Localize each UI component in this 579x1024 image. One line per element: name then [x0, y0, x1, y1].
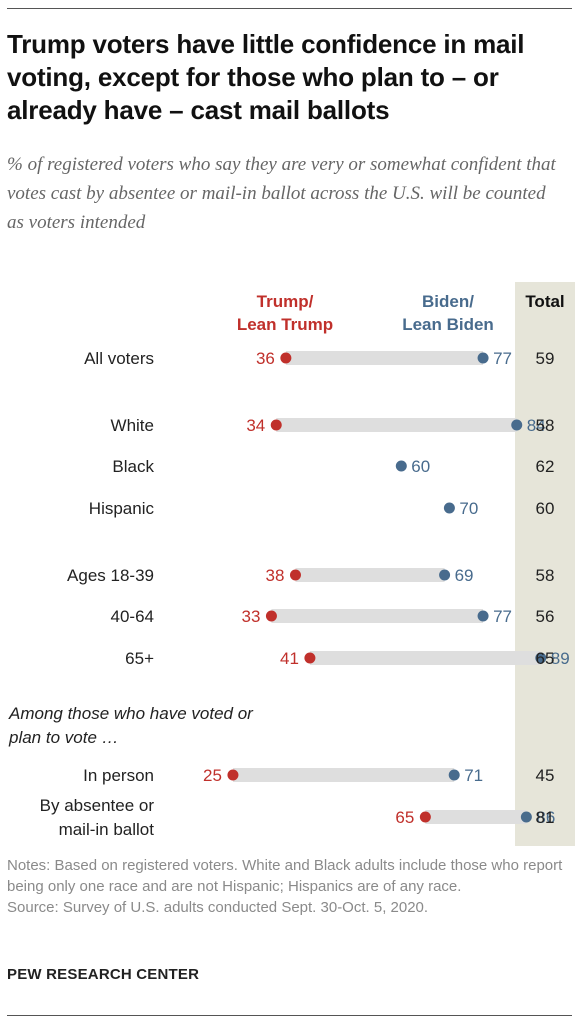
trump-value-40-64: 33: [242, 607, 261, 626]
row-label-65: 65+: [125, 649, 154, 668]
trump-dot-ages-18-39: [289, 569, 301, 581]
pew-branding: PEW RESEARCH CENTER: [7, 966, 200, 983]
biden-value-40-64: 77: [493, 607, 512, 626]
bottom-rule: [7, 1015, 572, 1016]
biden-dot-black: [395, 460, 407, 472]
total-value-40-64: 56: [536, 607, 555, 626]
trump-dot-40-64: [265, 610, 277, 622]
total-value-white: 58: [536, 416, 555, 435]
biden-dot-40-64: [477, 610, 489, 622]
legend-biden: Biden/Lean Biden: [378, 290, 518, 336]
range-bar-65: [309, 651, 541, 665]
notes: Notes: Based on registered voters. White…: [7, 855, 572, 918]
range-bar-ages-18-39: [295, 568, 445, 582]
trump-value-65: 41: [280, 649, 299, 668]
trump-dot-65: [304, 652, 316, 664]
total-value-ages-18-39: 58: [536, 566, 555, 585]
trump-dot-in-person: [227, 769, 239, 781]
row-label-ages-18-39: Ages 18-39: [67, 566, 154, 585]
biden-dot-hispanic: [443, 502, 455, 514]
range-bar-40-64: [271, 609, 484, 623]
trump-value-ages-18-39: 38: [266, 566, 285, 585]
source-text: Source: Survey of U.S. adults conducted …: [7, 899, 429, 916]
biden-value-in-person: 71: [464, 766, 483, 785]
biden-dot-white: [511, 419, 523, 431]
total-value-by-absentee-or-mail-in-ballot: 81: [536, 808, 555, 827]
biden-dot-all-voters: [477, 352, 489, 364]
trump-value-all-voters: 36: [256, 349, 275, 368]
row-label-white: White: [111, 416, 154, 435]
total-value-hispanic: 60: [536, 499, 555, 518]
biden-dot-in-person: [448, 769, 460, 781]
row-label-black: Black: [112, 457, 154, 476]
row-label-hispanic: Hispanic: [89, 499, 155, 518]
trump-value-white: 34: [246, 416, 265, 435]
top-rule: [7, 8, 572, 9]
chart-subtitle: % of registered voters who say they are …: [7, 154, 556, 233]
biden-value-all-voters: 77: [493, 349, 512, 368]
legend-biden-label: Biden/Lean Biden: [402, 292, 494, 334]
row-label-by-absentee-or-mail-in-ballot: By absentee or mail-in ballot: [40, 796, 155, 839]
biden-value-hispanic: 70: [459, 499, 478, 518]
row-label-in-person: In person: [83, 766, 154, 785]
biden-value-65: 89: [551, 649, 570, 668]
trump-value-in-person: 25: [203, 766, 222, 785]
trump-value-by-absentee-or-mail-in-ballot: 65: [395, 808, 414, 827]
total-header: Total: [525, 292, 565, 311]
legend-trump: Trump/Lean Trump: [215, 290, 355, 336]
row-label-40-64: 40-64: [111, 607, 154, 626]
range-bar-by-absentee-or-mail-in-ballot: [425, 810, 527, 824]
biden-value-white: 84: [527, 416, 546, 435]
total-column-band: [515, 282, 575, 846]
row-label-all-voters: All voters: [84, 349, 154, 368]
trump-dot-all-voters: [280, 352, 292, 364]
total-value-in-person: 45: [536, 766, 555, 785]
group-note: Among those who have voted or plan to vo…: [9, 704, 253, 747]
trump-dot-white: [270, 419, 282, 431]
biden-value-black: 60: [411, 457, 430, 476]
range-bar-in-person: [232, 768, 455, 782]
legend-trump-label: Trump/Lean Trump: [236, 292, 334, 334]
notes-text: Notes: Based on registered voters. White…: [7, 857, 563, 895]
biden-dot-65: [535, 652, 547, 664]
total-value-black: 62: [536, 457, 555, 476]
biden-dot-by-absentee-or-mail-in-ballot: [520, 811, 532, 823]
total-value-all-voters: 59: [536, 349, 555, 368]
biden-dot-ages-18-39: [439, 569, 451, 581]
range-bar-white: [276, 418, 517, 432]
trump-dot-by-absentee-or-mail-in-ballot: [419, 811, 431, 823]
biden-value-by-absentee-or-mail-in-ballot: 86: [536, 808, 555, 827]
total-value-65: 65: [536, 649, 555, 668]
chart-title: Trump voters have little confidence in m…: [7, 29, 525, 125]
biden-value-ages-18-39: 69: [455, 566, 474, 585]
range-bar-all-voters: [285, 351, 484, 365]
